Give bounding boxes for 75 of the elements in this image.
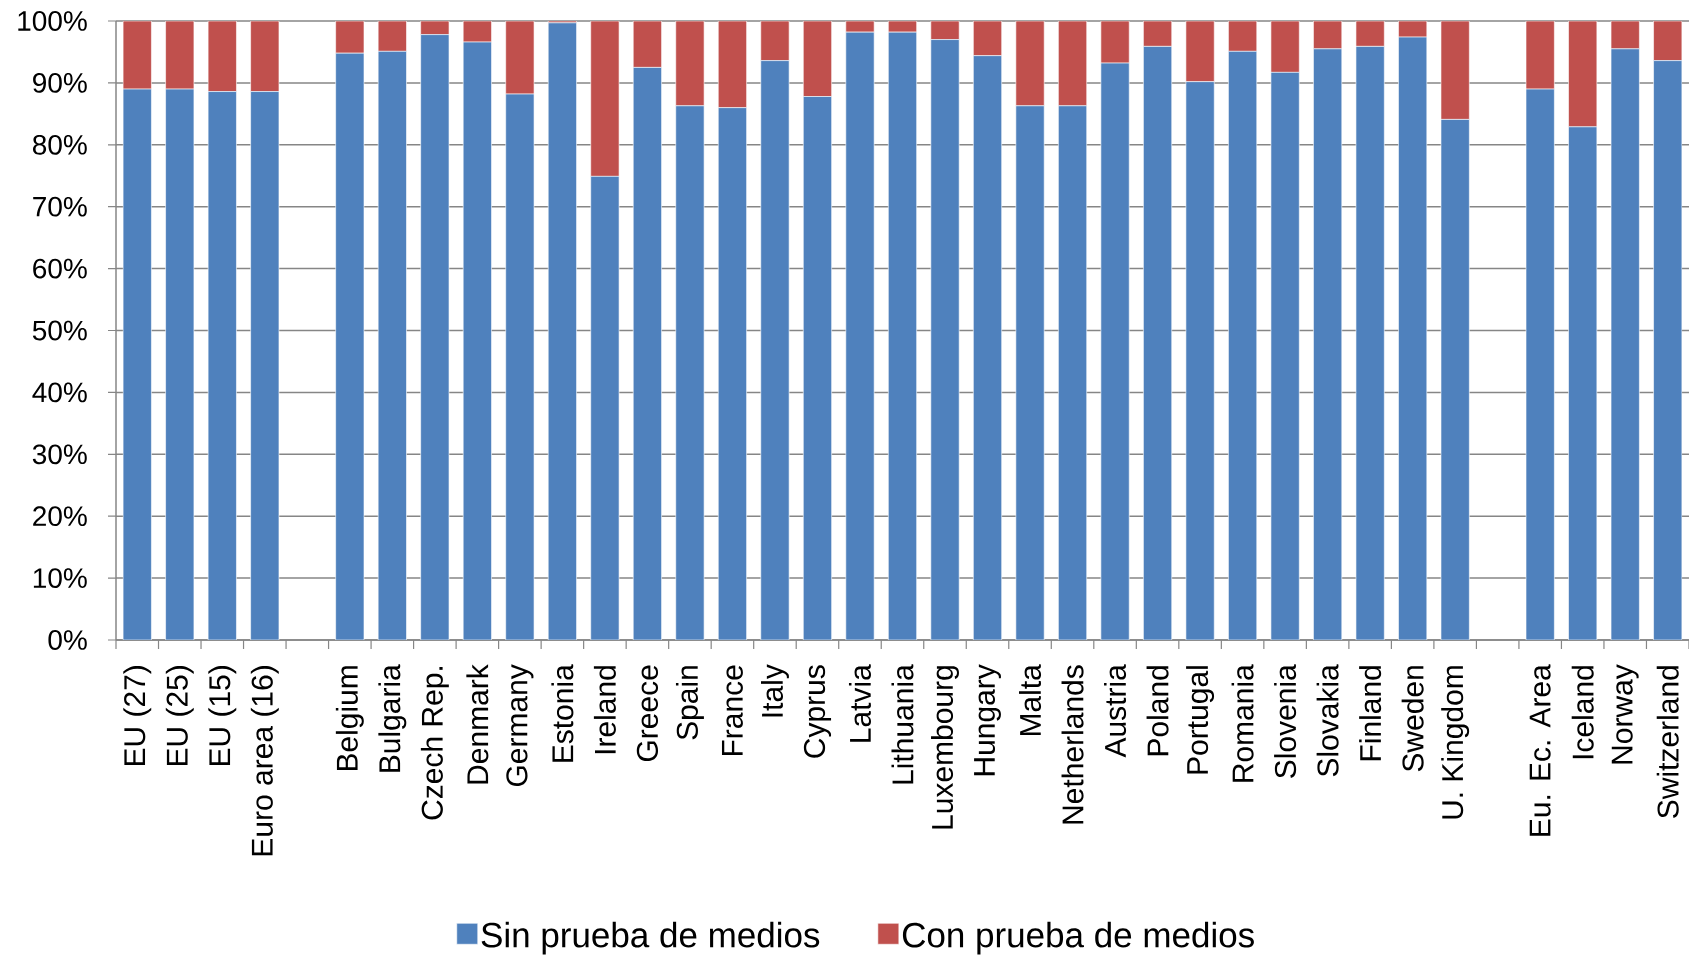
bar	[1440, 21, 1470, 120]
bar	[377, 21, 407, 52]
bar	[973, 21, 1002, 56]
x-tick-label: Norway	[1611, 664, 1639, 764]
bar	[1015, 21, 1045, 107]
x-tick-label: Luxembourg	[931, 666, 959, 829]
bar	[760, 21, 790, 61]
x-tick-label: Austria	[1104, 664, 1127, 758]
x-tick-label: Bulgaria	[378, 664, 407, 772]
x-tick-label: Poland	[1146, 666, 1169, 756]
bar	[1355, 21, 1385, 47]
bar	[1568, 21, 1598, 128]
x-tick-label: Estonia	[551, 664, 574, 762]
x-tick-label: Cyprus	[803, 665, 832, 758]
y-tick-label: 80%	[32, 134, 87, 155]
bar	[1228, 21, 1258, 52]
x-tick-label: Spain	[675, 666, 704, 740]
legend-label: Sin prueba de medios	[481, 921, 820, 955]
bar	[930, 21, 960, 40]
x-tick-label: Denmark	[466, 664, 489, 784]
bar	[1143, 21, 1173, 47]
x-tick-label: Belgium	[335, 666, 364, 771]
bar	[1100, 21, 1130, 64]
bar	[590, 21, 620, 177]
bar	[165, 21, 195, 90]
y-tick-label: 90%	[33, 72, 87, 93]
bar	[675, 21, 705, 107]
bar	[122, 21, 152, 90]
x-tick-label: France	[721, 665, 743, 756]
x-tick-label: Eu. Ec. Area	[1529, 664, 1551, 836]
x-tick-label: Latvia	[848, 664, 871, 742]
y-tick-label: 70%	[33, 196, 87, 217]
bar	[1653, 21, 1683, 61]
bar	[632, 21, 662, 68]
y-tick-label: 100%	[18, 11, 87, 31]
x-tick-label: EU (27)	[123, 666, 152, 766]
bar	[505, 21, 535, 95]
x-tick-label: Italy	[760, 664, 789, 717]
bar	[802, 21, 832, 97]
y-tick-label: 30%	[32, 444, 87, 465]
x-tick-label: Malta	[1019, 664, 1042, 736]
x-tick-label: Ireland	[593, 666, 616, 754]
bar	[335, 21, 365, 54]
x-tick-label: Lithuania	[891, 664, 914, 784]
x-tick-label: EU (25)	[165, 666, 194, 766]
x-tick-label: Slovakia	[1316, 664, 1339, 777]
x-tick-label: Sweden	[1401, 666, 1424, 772]
y-tick-label: 20%	[33, 506, 87, 527]
x-tick-label: Germany	[506, 664, 534, 787]
bar	[250, 21, 280, 92]
x-tick-label: Portugal	[1186, 666, 1215, 774]
bar	[207, 21, 237, 92]
y-tick-label: 0%	[48, 630, 87, 650]
y-tick-label: 10%	[33, 568, 87, 589]
y-tick-label: 60%	[33, 258, 87, 279]
x-tick-label: Euro area (16)	[250, 666, 279, 856]
x-tick-label: EU (15)	[208, 666, 237, 766]
x-tick-label: Czech Rep.	[420, 666, 449, 820]
y-tick-label: 50%	[32, 320, 87, 341]
x-tick-label: Slovenia	[1274, 664, 1297, 778]
x-tick-label: Finland	[1359, 666, 1382, 761]
bar	[717, 21, 747, 108]
y-tick-label: 40%	[32, 382, 87, 403]
bar	[1058, 21, 1088, 107]
x-tick-label: Iceland	[1571, 666, 1594, 759]
legend-label: Con prueba de medios	[902, 921, 1254, 955]
bar	[1525, 21, 1555, 90]
x-tick-label: Romania	[1231, 664, 1254, 782]
x-tick-label: Hungary	[974, 664, 1001, 776]
x-tick-label: Greece	[636, 665, 659, 762]
x-tick-label: Netherlands	[1061, 665, 1084, 824]
x-tick-label: Switzerland	[1656, 666, 1679, 818]
bar	[1270, 21, 1300, 73]
x-tick-label: U. Kingdom	[1441, 666, 1470, 819]
bar	[1185, 21, 1215, 82]
